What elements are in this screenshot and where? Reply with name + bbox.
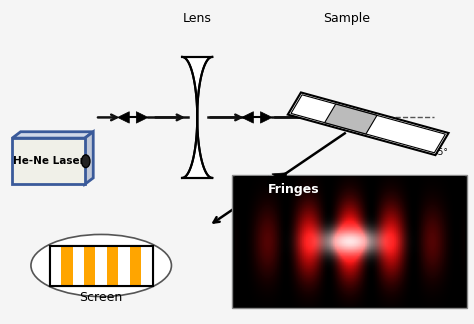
Polygon shape <box>267 176 282 186</box>
Polygon shape <box>85 132 93 184</box>
Text: Sample: Sample <box>324 12 371 25</box>
Polygon shape <box>325 104 377 134</box>
Polygon shape <box>182 57 212 178</box>
Polygon shape <box>272 173 287 183</box>
Bar <box>107 246 118 286</box>
Ellipse shape <box>82 155 90 168</box>
Polygon shape <box>291 95 446 153</box>
Bar <box>118 246 130 286</box>
Bar <box>73 246 84 286</box>
Bar <box>61 246 73 286</box>
Ellipse shape <box>31 235 172 296</box>
Bar <box>12 138 85 184</box>
Bar <box>141 246 153 286</box>
Text: 45°: 45° <box>433 148 449 157</box>
Bar <box>50 246 61 286</box>
Bar <box>232 175 466 308</box>
Bar <box>50 246 153 286</box>
Polygon shape <box>260 112 272 123</box>
Text: He-Ne Laser: He-Ne Laser <box>13 156 84 166</box>
Text: Lens: Lens <box>183 12 212 25</box>
Bar <box>50 246 153 286</box>
Bar <box>130 246 141 286</box>
Text: Fringes: Fringes <box>267 183 319 196</box>
Bar <box>84 246 95 286</box>
Bar <box>95 246 107 286</box>
Polygon shape <box>137 112 148 123</box>
Polygon shape <box>12 132 93 138</box>
Polygon shape <box>288 92 448 155</box>
Polygon shape <box>242 112 254 123</box>
Text: Screen: Screen <box>80 291 123 304</box>
Polygon shape <box>118 112 129 123</box>
